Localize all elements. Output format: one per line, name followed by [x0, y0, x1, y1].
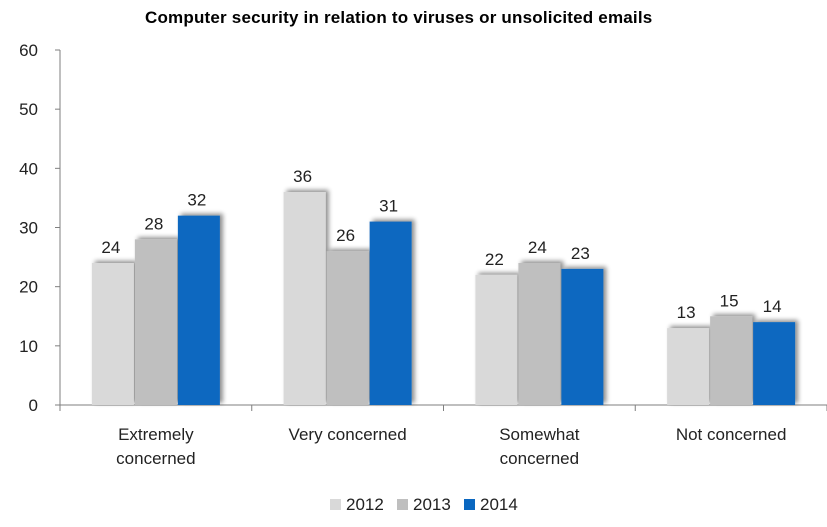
x-category-label: Very concerned: [289, 425, 407, 444]
legend-label: 2013: [413, 495, 451, 514]
bar-2014-0: [177, 215, 220, 405]
data-labels: 24 28 32 36 26 31 22 24 23 13 15 14: [101, 167, 781, 322]
x-category-label: Not concerned: [676, 425, 787, 444]
bars: [91, 192, 796, 405]
data-label: 36: [293, 167, 312, 186]
data-label: 22: [485, 250, 504, 269]
axes: 0 10 20 30 40 50 60 Extremely concerned Very conc…: [19, 41, 827, 468]
x-category-label: Extremely: [118, 425, 194, 444]
bar-2012-0: [91, 263, 134, 405]
data-label: 23: [571, 244, 590, 263]
x-category-label: concerned: [500, 449, 579, 468]
data-label: 31: [379, 197, 398, 216]
bar-2012-2: [475, 274, 518, 405]
legend: 2012 2013 2014: [330, 495, 518, 514]
bar-2013-1: [326, 251, 369, 405]
bar-2013-0: [134, 239, 177, 405]
legend-swatch-2012: [330, 499, 341, 510]
bar-2014-2: [561, 268, 604, 405]
data-label: 32: [187, 191, 206, 210]
x-category-label: concerned: [116, 449, 195, 468]
legend-swatch-2013: [397, 499, 408, 510]
data-label: 24: [101, 238, 120, 257]
data-label: 24: [528, 238, 547, 257]
legend-label: 2012: [346, 495, 384, 514]
bar-2014-3: [753, 322, 796, 405]
y-tick-label: 60: [19, 41, 38, 60]
legend-label: 2014: [480, 495, 518, 514]
data-label: 14: [763, 297, 782, 316]
bar-2013-2: [518, 263, 561, 405]
data-label: 13: [677, 303, 696, 322]
y-tick-label: 10: [19, 337, 38, 356]
data-label: 26: [336, 226, 355, 245]
chart-title: Computer security in relation to viruses…: [145, 8, 653, 27]
bar-2012-3: [667, 328, 710, 405]
legend-swatch-2014: [464, 499, 475, 510]
y-tick-label: 20: [19, 278, 38, 297]
data-label: 28: [144, 214, 163, 233]
bar-2013-3: [710, 316, 753, 405]
y-tick-label: 30: [19, 219, 38, 238]
bar-2012-1: [283, 192, 326, 405]
data-label: 15: [720, 291, 739, 310]
y-tick-label: 0: [29, 396, 38, 415]
bar-2014-1: [369, 221, 412, 405]
y-tick-label: 40: [19, 159, 38, 178]
x-category-label: Somewhat: [499, 425, 580, 444]
y-tick-label: 50: [19, 100, 38, 119]
